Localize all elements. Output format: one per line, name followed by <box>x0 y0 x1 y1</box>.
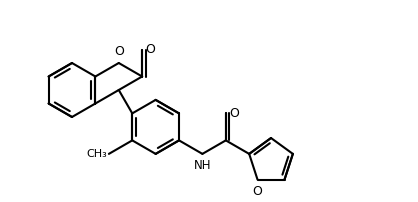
Text: O: O <box>229 107 239 120</box>
Text: O: O <box>145 43 155 56</box>
Text: CH₃: CH₃ <box>86 149 107 159</box>
Text: O: O <box>252 185 263 198</box>
Text: NH: NH <box>194 159 211 172</box>
Text: O: O <box>114 45 124 58</box>
